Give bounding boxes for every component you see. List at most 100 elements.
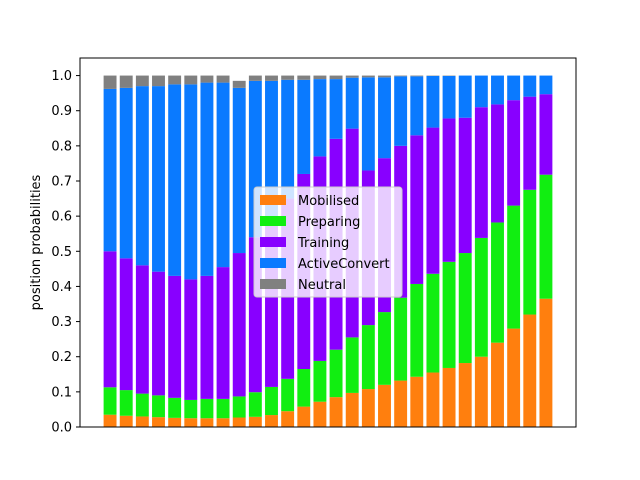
bar-segment-activeconvert-18: [394, 76, 408, 146]
bar-segment-activeconvert-14: [329, 79, 343, 139]
bar-segment-neutral-12: [297, 75, 311, 80]
bar-segment-activeconvert-27: [539, 75, 553, 95]
legend-swatch-mobilised: [260, 195, 286, 205]
bar-segment-mobilised-26: [523, 314, 537, 427]
y-tick-label: 0.9: [51, 104, 72, 119]
bar-segment-mobilised-23: [474, 356, 488, 427]
bar-segment-activeconvert-17: [378, 77, 391, 159]
bar-segment-preparing-21: [442, 261, 456, 368]
bars-layer: [103, 75, 553, 427]
bar-segment-activeconvert-16: [361, 77, 375, 171]
bar-segment-activeconvert-20: [426, 75, 440, 128]
bar-segment-activeconvert-3: [152, 86, 165, 272]
bar-segment-mobilised-11: [281, 411, 295, 427]
bar-segment-preparing-23: [474, 237, 488, 357]
bar-segment-preparing-3: [152, 395, 165, 418]
bar-segment-neutral-3: [152, 75, 165, 87]
bar-segment-mobilised-2: [135, 416, 149, 427]
bar-segment-training-21: [442, 118, 456, 262]
bar-segment-mobilised-4: [168, 417, 182, 427]
bar-segment-mobilised-15: [345, 392, 359, 427]
bar-segment-training-4: [168, 275, 182, 398]
y-tick-label: 0.3: [51, 315, 72, 330]
bar-segment-preparing-16: [361, 325, 375, 390]
bar-segment-neutral-6: [200, 75, 214, 83]
bar-segment-activeconvert-6: [200, 82, 214, 276]
bar-segment-preparing-26: [523, 189, 537, 315]
bar-segment-training-3: [152, 271, 165, 396]
bar-segment-mobilised-27: [539, 298, 553, 427]
bar-segment-mobilised-13: [313, 401, 327, 427]
bar-segment-preparing-17: [378, 312, 391, 385]
bar-segment-preparing-10: [265, 386, 278, 416]
bar-segment-training-1: [119, 258, 133, 391]
y-tick-label: 0.4: [51, 280, 72, 295]
y-tick-label: 0.1: [51, 385, 72, 400]
bar-segment-neutral-1: [119, 75, 133, 88]
bar-segment-training-20: [426, 127, 440, 274]
bar-segment-training-6: [200, 275, 214, 399]
bar-segment-preparing-13: [313, 360, 327, 402]
legend-box: [253, 186, 403, 298]
bar-segment-mobilised-14: [329, 397, 343, 427]
y-tick-label: 0.8: [51, 139, 72, 154]
bar-segment-activeconvert-12: [297, 79, 311, 174]
legend-swatch-neutral: [260, 279, 286, 289]
bar-segment-training-19: [410, 135, 424, 284]
bar-segment-neutral-18: [394, 75, 408, 77]
bar-segment-training-7: [216, 267, 230, 399]
legend-swatch-training: [260, 237, 286, 247]
y-tick-label: 0.0: [51, 421, 72, 436]
bar-segment-activeconvert-0: [103, 88, 117, 252]
bar-segment-training-23: [474, 107, 488, 238]
bar-segment-mobilised-25: [507, 328, 521, 427]
bar-segment-preparing-12: [297, 369, 311, 407]
bar-segment-neutral-7: [216, 75, 230, 83]
bar-segment-mobilised-7: [216, 418, 230, 427]
bar-segment-neutral-8: [232, 80, 246, 88]
y-axis-label: position probabilities: [29, 174, 44, 310]
bar-segment-mobilised-24: [491, 342, 504, 427]
bar-segment-mobilised-3: [152, 417, 165, 427]
bar-segment-training-2: [135, 265, 149, 394]
bar-segment-mobilised-19: [410, 376, 424, 427]
bar-segment-training-0: [103, 251, 117, 388]
bar-segment-neutral-15: [345, 75, 359, 78]
bar-segment-preparing-6: [200, 398, 214, 419]
legend-label-activeconvert: ActiveConvert: [298, 257, 390, 272]
bar-segment-activeconvert-10: [265, 80, 278, 218]
bar-segment-activeconvert-24: [491, 75, 504, 105]
bar-segment-activeconvert-25: [507, 75, 521, 101]
bar-segment-activeconvert-11: [281, 79, 295, 199]
bar-segment-training-5: [184, 279, 198, 400]
bar-segment-mobilised-6: [200, 418, 214, 427]
bar-segment-preparing-27: [539, 174, 553, 299]
bar-segment-neutral-9: [248, 75, 262, 81]
bar-segment-neutral-0: [103, 75, 117, 89]
bar-segment-neutral-13: [313, 75, 327, 80]
legend-label-preparing: Preparing: [298, 215, 360, 230]
bar-segment-preparing-11: [281, 378, 295, 412]
bar-segment-activeconvert-26: [523, 75, 537, 97]
bar-segment-neutral-19: [410, 75, 424, 77]
bar-segment-neutral-5: [184, 75, 198, 85]
bar-segment-preparing-8: [232, 396, 246, 418]
bar-segment-preparing-4: [168, 397, 182, 418]
bar-segment-activeconvert-22: [458, 75, 472, 118]
bar-segment-training-24: [491, 104, 504, 223]
y-tick-label: 1.0: [51, 69, 72, 84]
bar-segment-preparing-20: [426, 273, 440, 373]
plot-frame: [79, 57, 577, 428]
bar-segment-training-8: [232, 253, 246, 397]
bar-segment-mobilised-1: [119, 415, 133, 427]
bar-segment-mobilised-21: [442, 367, 456, 427]
bar-segment-preparing-25: [507, 205, 521, 329]
bar-segment-preparing-9: [248, 392, 262, 417]
bar-segment-preparing-19: [410, 283, 424, 377]
bar-segment-activeconvert-13: [313, 79, 327, 157]
bar-segment-activeconvert-8: [232, 87, 246, 254]
y-tick-label: 0.6: [51, 210, 72, 225]
legend-label-mobilised: Mobilised: [298, 194, 359, 209]
